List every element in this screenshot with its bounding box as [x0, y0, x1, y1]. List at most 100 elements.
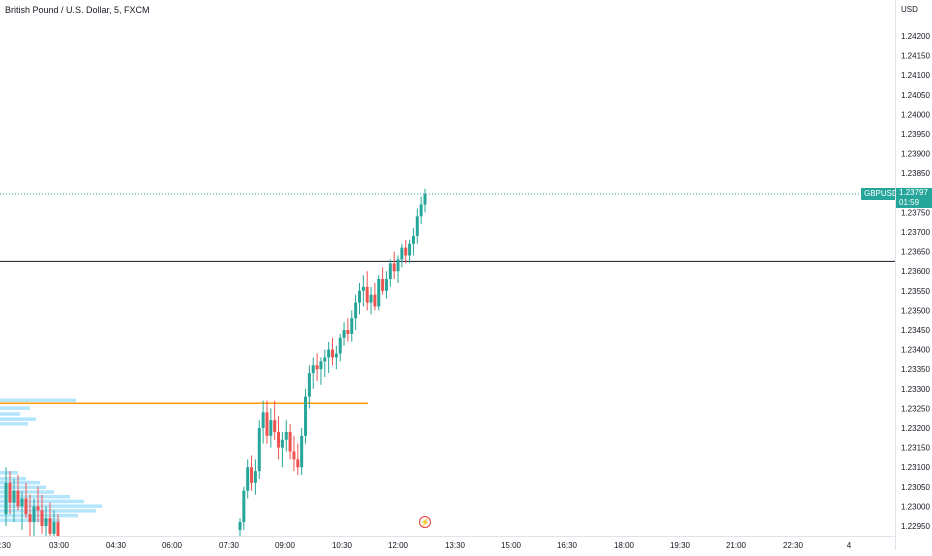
candle-body: [415, 216, 419, 236]
price-tick-label: 1.23950: [901, 130, 930, 139]
time-tick-label: 03:00: [49, 541, 70, 550]
price-tick-label: 1.23400: [901, 346, 930, 355]
candle-body: [56, 522, 60, 538]
price-tick-label: 1.23850: [901, 169, 930, 178]
price-tick-label: 1.23250: [901, 404, 930, 413]
candle-body: [292, 451, 296, 460]
price-tick-label: 1.23100: [901, 463, 930, 472]
candle-body: [8, 482, 12, 503]
price-axis-canvas: 1.24200 1.24150 1.24100 1.24050 1.24000 1.239…: [901, 32, 930, 531]
candle-body: [334, 353, 338, 358]
candle-body: [269, 420, 273, 436]
price-tick-label: 1.24050: [901, 91, 930, 100]
volume-profile-bar: [0, 490, 54, 494]
time-tick-label: 04:30: [106, 541, 127, 550]
candle-body: [277, 431, 281, 448]
candle-body: [327, 349, 331, 358]
chart-area[interactable]: British Pound / U.S. Dollar, 5, FXCM GBP…: [0, 0, 895, 550]
time-tick-label: 18:00: [614, 541, 635, 550]
time-tick-label: 06:00: [162, 541, 183, 550]
candle-body: [319, 361, 323, 370]
candle-body: [36, 506, 40, 511]
candle-body: [396, 259, 400, 272]
candle-body: [357, 290, 361, 303]
candle-body: [52, 522, 56, 534]
volume-profile-bar: [0, 398, 76, 403]
volume-profile-bar: [0, 494, 70, 499]
candle-body: [40, 510, 44, 526]
candle-body: [20, 498, 24, 507]
candle-body: [32, 506, 36, 523]
chart-canvas[interactable]: [0, 0, 895, 550]
price-tick-label: 1.23750: [901, 208, 930, 217]
price-tick-label: 1.23600: [901, 267, 930, 276]
price-tick-label: 1.23350: [901, 365, 930, 374]
lightning-icon[interactable]: ⚡: [419, 516, 431, 528]
currency-label: USD: [901, 5, 918, 14]
price-tick-label: 1.24150: [901, 52, 930, 61]
candle-body: [419, 204, 423, 217]
candle-body: [246, 467, 250, 491]
volume-profile-bar: [0, 412, 20, 416]
time-axis-canvas: 1:30 03:00 04:30 06:00 07:30 09:00 10:30 12:00 1…: [0, 541, 852, 550]
candle-body: [257, 428, 261, 472]
time-tick-label: 1:30: [0, 541, 11, 550]
price-axis[interactable]: 1.24200 1.24150 1.24100 1.24050 1.24000 1.239…: [895, 0, 932, 550]
candle-body: [423, 193, 427, 205]
time-tick-label: 19:30: [670, 541, 691, 550]
price-tick-label: 1.23000: [901, 502, 930, 511]
candle-body: [307, 373, 311, 397]
volume-profile-bar: [0, 504, 102, 508]
bar-countdown: 01:59: [899, 198, 920, 207]
chart-title: British Pound / U.S. Dollar, 5, FXCM: [5, 5, 150, 15]
price-tick-label: 1.23450: [901, 326, 930, 335]
candle-body: [365, 286, 369, 303]
candle-body: [280, 439, 284, 448]
time-tick-label: 15:00: [501, 541, 522, 550]
volume-profile-bar: [0, 406, 30, 410]
candle-body: [238, 522, 242, 530]
time-axis[interactable]: 1:30 03:00 04:30 06:00 07:30 09:00 10:30 12:00 1…: [0, 536, 895, 551]
price-tick-label: 1.23200: [901, 424, 930, 433]
candle-body: [369, 294, 373, 303]
candle-body: [273, 420, 277, 432]
current-price: 1.23797: [899, 188, 928, 197]
time-tick-label: 07:30: [219, 541, 240, 550]
candle-body: [300, 435, 304, 468]
candle-body: [261, 412, 265, 428]
candle-body: [381, 279, 385, 291]
candle-body: [48, 518, 52, 534]
candle-body: [354, 302, 358, 319]
price-tick-label: 1.23500: [901, 306, 930, 315]
candle-body: [323, 357, 327, 362]
candle-body: [392, 263, 396, 272]
candle-body: [377, 279, 381, 307]
candle-body: [338, 337, 342, 354]
price-tick-label: 1.23300: [901, 385, 930, 394]
candle-body: [342, 330, 346, 338]
candle-body: [411, 235, 415, 244]
candle-body: [250, 467, 254, 483]
candle-body: [44, 518, 48, 526]
candle-body: [388, 263, 392, 280]
candle-body: [242, 490, 246, 523]
candle-body: [288, 431, 292, 452]
volume-profile-bar: [0, 422, 28, 426]
price-tick-label: 1.22950: [901, 522, 930, 531]
volume-profile-bar: [0, 476, 26, 481]
time-tick-label: 09:00: [275, 541, 296, 550]
time-tick-label: 22:30: [783, 541, 804, 550]
price-tick-label: 1.24000: [901, 110, 930, 119]
price-tick-label: 1.23700: [901, 228, 930, 237]
candle-body: [4, 482, 8, 515]
current-price-badge: 1.23797 01:59: [896, 188, 932, 208]
volume-profile-bar: [0, 480, 40, 485]
volume-profile-bar: [0, 485, 46, 490]
candle-body: [304, 396, 308, 436]
candle-body: [311, 365, 315, 374]
candle-body: [350, 318, 354, 334]
price-tick-label: 1.23550: [901, 287, 930, 296]
time-tick-label: 10:30: [332, 541, 353, 550]
candle-body: [296, 459, 300, 468]
price-tick-label: 1.23150: [901, 444, 930, 453]
